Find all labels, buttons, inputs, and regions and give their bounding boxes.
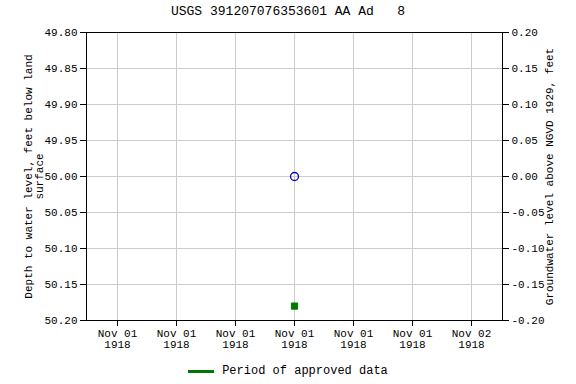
svg-text:0.15: 0.15 <box>512 63 538 75</box>
svg-text:Depth to water level, feet bel: Depth to water level, feet below landsur… <box>23 54 46 298</box>
svg-text:Nov 011918: Nov 011918 <box>216 328 256 351</box>
html-text:Period of approved data: Period of approved data <box>222 364 388 378</box>
svg-text:50.10: 50.10 <box>44 243 77 255</box>
svg-text:Nov 011918: Nov 011918 <box>334 328 374 351</box>
svg-text:-0.05: -0.05 <box>512 207 545 219</box>
svg-text:0.05: 0.05 <box>512 135 538 147</box>
svg-text:-0.10: -0.10 <box>512 243 545 255</box>
svg-text:50.00: 50.00 <box>44 171 77 183</box>
svg-text:Nov 011918: Nov 011918 <box>157 328 197 351</box>
svg-text:49.80: 49.80 <box>44 27 77 39</box>
html-text:USGS 391207076353601 AA Ad 8: USGS 391207076353601 AA Ad 8 <box>171 4 405 19</box>
svg-text:49.95: 49.95 <box>44 135 77 147</box>
svg-text:Groundwater level above NGVD 1: Groundwater level above NGVD 1929, feet <box>544 48 556 305</box>
svg-text:49.90: 49.90 <box>44 99 77 111</box>
svg-text:50.20: 50.20 <box>44 315 77 327</box>
svg-text:0.10: 0.10 <box>512 99 538 111</box>
svg-text:50.15: 50.15 <box>44 279 77 291</box>
svg-text:0.20: 0.20 <box>512 27 538 39</box>
svg-text:Nov 011918: Nov 011918 <box>393 328 433 351</box>
svg-text:-0.20: -0.20 <box>512 315 545 327</box>
svg-text:50.05: 50.05 <box>44 207 77 219</box>
svg-text:-0.15: -0.15 <box>512 279 545 291</box>
svg-text:Nov 011918: Nov 011918 <box>275 328 315 351</box>
svg-text:49.85: 49.85 <box>44 63 77 75</box>
svg-text:Nov 011918: Nov 011918 <box>98 328 138 351</box>
svg-text:0.00: 0.00 <box>512 171 538 183</box>
svg-text:Nov 021918: Nov 021918 <box>452 328 492 351</box>
